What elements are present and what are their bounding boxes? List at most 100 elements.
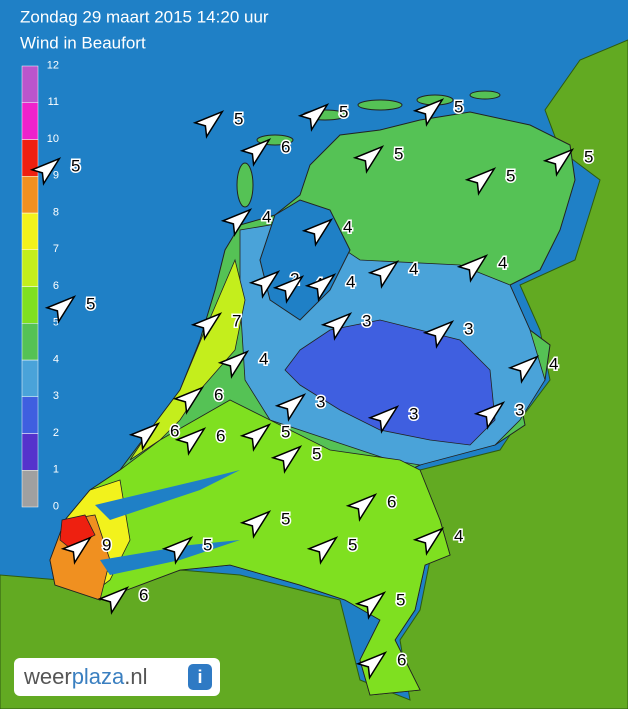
- wind-arrow: [274, 393, 307, 422]
- wind-station: [97, 586, 130, 615]
- logo-icon: [188, 664, 212, 690]
- wind-station: [412, 98, 445, 127]
- estuary: [95, 470, 240, 520]
- wind-value: 3: [515, 400, 524, 419]
- wind-arrow: [272, 275, 305, 304]
- legend-label: 5: [53, 317, 59, 329]
- wind-arrow: [128, 422, 161, 451]
- wind-station: [473, 401, 506, 430]
- wind-station: [239, 510, 272, 539]
- wind-station: [29, 157, 62, 186]
- wind-station: [128, 422, 161, 451]
- wind-station: [301, 218, 334, 247]
- wind-arrow: [507, 355, 540, 384]
- logo: weerplaza.nl i: [14, 658, 220, 696]
- legend-label: 3: [53, 390, 59, 402]
- wind-station: [60, 536, 93, 565]
- wind-value: 6: [387, 492, 396, 511]
- logo-box: [14, 658, 220, 696]
- title: Zondag 29 maart 2015 14:20 uur: [20, 7, 269, 26]
- wind-value: 5: [203, 535, 212, 554]
- wind-arrow: [542, 148, 575, 177]
- wind-station: [355, 651, 388, 680]
- legend-swatch: [21, 359, 39, 397]
- wind-value: 6: [139, 585, 148, 604]
- wind-value: 6: [397, 650, 406, 669]
- wind-value: 5: [312, 444, 321, 463]
- wind-station: [239, 138, 272, 167]
- legend-swatch: [21, 286, 39, 324]
- legend-label: 8: [53, 206, 59, 218]
- wind-station: [172, 386, 205, 415]
- wind-value: 5: [86, 294, 95, 313]
- wind-arrow: [320, 312, 353, 341]
- wind-value: 5: [394, 144, 403, 163]
- wind-station: [174, 427, 207, 456]
- wind-value: 5: [348, 535, 357, 554]
- wind-arrow: [301, 218, 334, 247]
- legend-label: 1: [53, 464, 59, 476]
- wind-value: 5: [281, 422, 290, 441]
- wind-arrow: [220, 208, 253, 237]
- wind-arrow: [297, 103, 330, 132]
- wind-value: 5: [584, 147, 593, 166]
- wind-arrow: [29, 157, 62, 186]
- wind-value: 5: [454, 97, 463, 116]
- wind-arrow: [422, 320, 455, 349]
- zone-3: [284, 319, 496, 446]
- wind-arrow: [239, 510, 272, 539]
- wind-arrow: [239, 423, 272, 452]
- wind-arrow: [352, 145, 385, 174]
- wind-arrow: [464, 167, 497, 196]
- wind-value: 6: [214, 385, 223, 404]
- wind-arrow: [239, 138, 272, 167]
- wind-value: 4: [498, 253, 507, 272]
- wind-value: 5: [396, 590, 405, 609]
- wind-arrow: [172, 386, 205, 415]
- wind-arrow: [270, 445, 303, 474]
- wind-arrow: [192, 110, 225, 139]
- zone-7: [129, 258, 246, 461]
- legend-swatch: [21, 433, 39, 471]
- wind-station: [367, 405, 400, 434]
- legend-label: 2: [53, 427, 59, 439]
- wind-value: 4: [343, 217, 352, 236]
- wind-arrow: [367, 260, 400, 289]
- wind-station: [274, 393, 307, 422]
- wind-arrow: [473, 401, 506, 430]
- wind-arrow: [161, 536, 194, 565]
- wind-station: [217, 350, 250, 379]
- legend-label: 0: [53, 500, 59, 512]
- wind-station: [320, 312, 353, 341]
- logo-text: weerplaza.nl: [23, 664, 148, 689]
- wind-station: [367, 260, 400, 289]
- wind-value: 6: [216, 426, 225, 445]
- wind-station: [192, 110, 225, 139]
- wind-value: 3: [409, 404, 418, 423]
- legend-swatch: [21, 176, 39, 214]
- wind-arrow: [248, 270, 281, 299]
- estuary: [100, 540, 240, 575]
- wind-stations: 55565555444457244334463336655645955656: [29, 96, 595, 680]
- wind-station: [161, 536, 194, 565]
- wind-value: 4: [259, 349, 268, 368]
- legend-swatch: [21, 102, 39, 140]
- wind-arrow: [97, 586, 130, 615]
- wind-station: [456, 254, 489, 283]
- legend-label: 12: [47, 59, 59, 71]
- legend-swatch: [21, 323, 39, 361]
- wind-station: [345, 493, 378, 522]
- wind-value: 4: [346, 272, 355, 291]
- wind-value: 3: [362, 311, 371, 330]
- wind-station: [297, 103, 330, 132]
- wind-value: 9: [102, 535, 111, 554]
- wind-station: [272, 275, 305, 304]
- wind-station: [270, 445, 303, 474]
- wind-arrow: [174, 427, 207, 456]
- wind-arrow: [304, 273, 337, 302]
- legend-label: 9: [53, 170, 59, 182]
- wind-value: 5: [506, 166, 515, 185]
- wind-station: [354, 591, 387, 620]
- wind-station: [352, 145, 385, 174]
